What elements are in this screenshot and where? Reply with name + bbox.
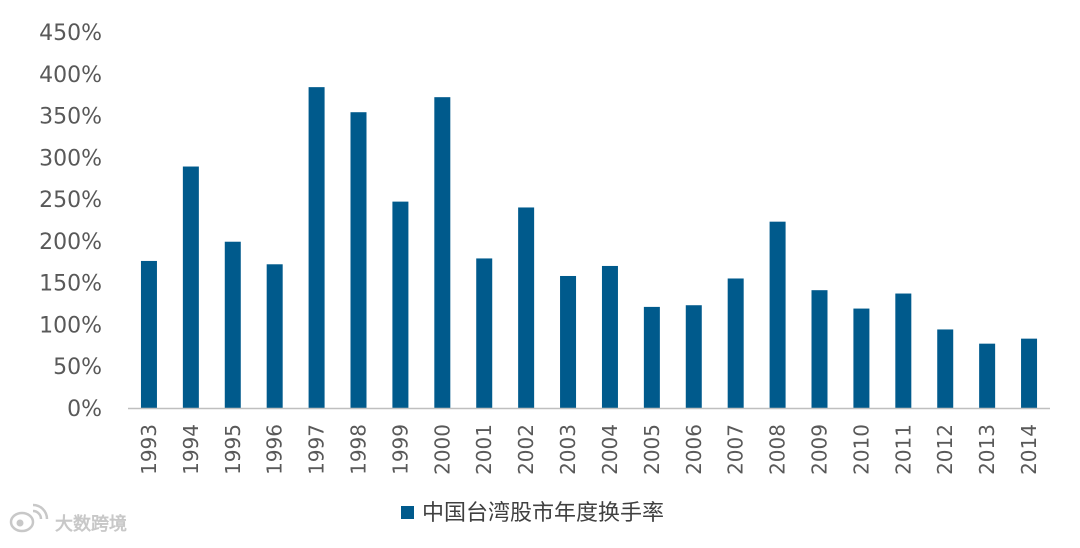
y-tick-label: 100% — [39, 313, 102, 338]
legend-label: 中国台湾股市年度换手率 — [422, 501, 664, 526]
x-tick-label: 2011 — [891, 424, 915, 475]
x-tick-label: 1997 — [305, 424, 329, 475]
bar-2000 — [434, 97, 451, 408]
bar-1998 — [350, 112, 367, 409]
bar-2006 — [685, 305, 702, 408]
bar-2005 — [643, 306, 660, 408]
weibo-logo-icon — [9, 503, 49, 533]
x-tick-label: 2013 — [975, 424, 999, 475]
bar-2013 — [979, 343, 996, 408]
bar-2010 — [853, 308, 870, 408]
x-tick-label: 1995 — [221, 424, 245, 475]
y-tick-label: 50% — [53, 355, 102, 380]
bar-1997 — [308, 87, 325, 408]
bar-2012 — [937, 329, 954, 408]
bar-2009 — [811, 290, 828, 408]
x-tick-label: 2004 — [598, 424, 622, 475]
x-tick-label: 1998 — [347, 424, 371, 475]
y-tick-label: 300% — [39, 146, 102, 171]
watermark-text: 大数跨境 — [55, 513, 127, 535]
x-tick-label: 1993 — [137, 424, 161, 475]
x-tick-label: 2008 — [766, 424, 790, 475]
x-axis: 1993 1994 1995 1996 1997 1998 1999 2000 2001 2002… — [137, 424, 1041, 475]
bar-2002 — [518, 207, 535, 408]
x-tick-label: 2001 — [472, 424, 496, 475]
bar-2007 — [727, 278, 744, 408]
bar-1995 — [224, 241, 241, 408]
bar-1993 — [140, 260, 157, 408]
y-axis: 0% 50% 100% 150% 200% 250% 300% 350% 400% 450% — [39, 21, 102, 422]
x-tick-label: 2010 — [849, 424, 873, 475]
legend: 中国台湾股市年度换手率 — [401, 501, 664, 526]
x-tick-label: 2007 — [724, 424, 748, 475]
bar-series — [140, 87, 1038, 409]
x-tick-label: 2003 — [556, 424, 580, 475]
x-tick-label: 2002 — [514, 424, 538, 475]
watermark: 大数跨境 — [9, 503, 127, 535]
y-tick-label: 150% — [39, 272, 102, 297]
x-tick-label: 2000 — [430, 424, 454, 475]
legend-swatch — [401, 506, 414, 519]
bar-2011 — [895, 293, 912, 408]
y-tick-label: 200% — [39, 230, 102, 255]
x-tick-label: 1999 — [388, 424, 412, 475]
bar-1999 — [392, 201, 409, 408]
bar-2014 — [1021, 338, 1038, 408]
y-tick-label: 400% — [39, 63, 102, 88]
bar-2001 — [476, 258, 493, 408]
y-tick-label: 350% — [39, 105, 102, 130]
bar-2003 — [560, 275, 577, 408]
bar-1996 — [266, 264, 283, 408]
x-tick-label: 1996 — [263, 424, 287, 475]
x-tick-label: 2006 — [682, 424, 706, 475]
bar-2008 — [769, 221, 786, 408]
bar-1994 — [182, 166, 199, 408]
x-tick-label: 2014 — [1017, 424, 1041, 475]
y-tick-label: 0% — [67, 397, 102, 422]
y-tick-label: 250% — [39, 188, 102, 213]
x-tick-label: 2005 — [640, 424, 664, 475]
y-tick-label: 450% — [39, 21, 102, 46]
x-tick-label: 2009 — [808, 424, 832, 475]
x-tick-label: 1994 — [179, 424, 203, 475]
x-tick-label: 2012 — [933, 424, 957, 475]
bar-2004 — [601, 265, 618, 408]
